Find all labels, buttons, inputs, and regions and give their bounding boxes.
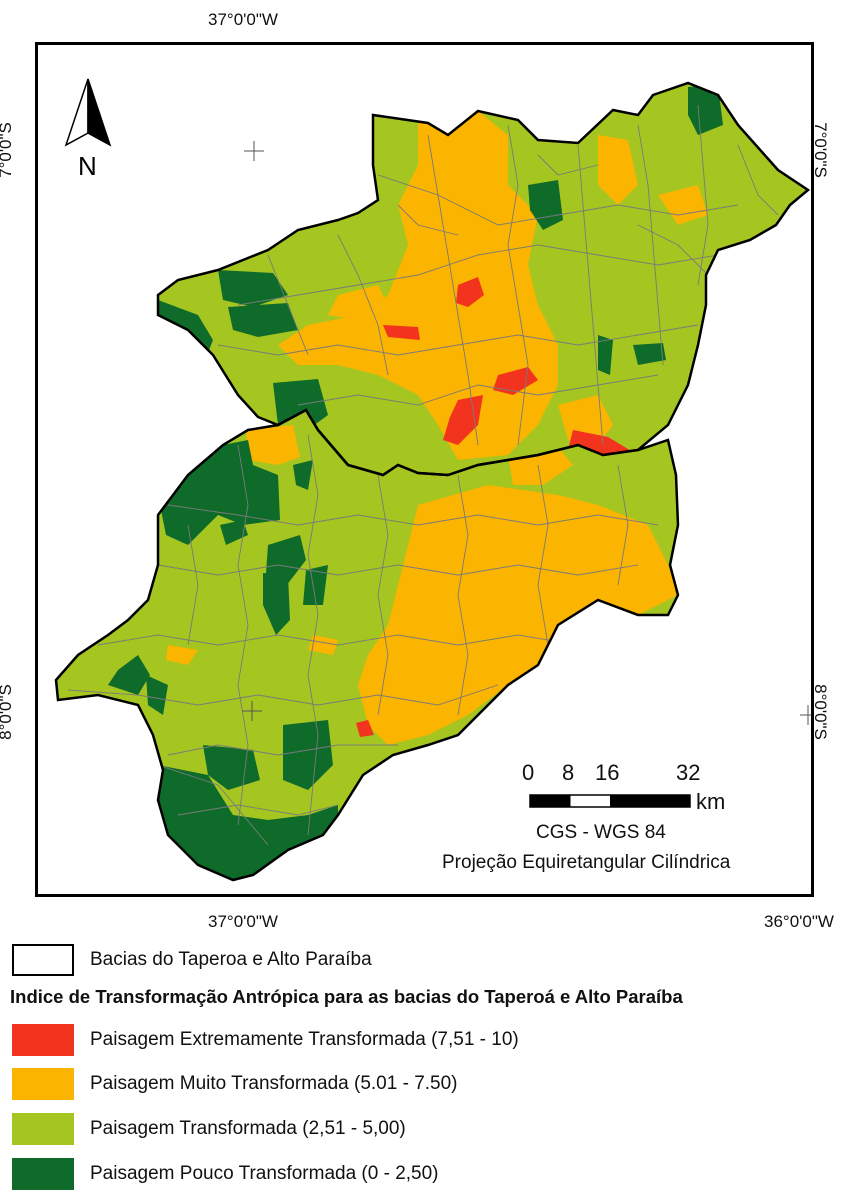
scale-tick-32: 32 xyxy=(676,760,701,785)
basin-map: N xyxy=(54,78,811,882)
legend-boundary-label: Bacias do Taperoa e Alto Paraíba xyxy=(90,949,372,970)
legend-item-label: Paisagem Pouco Transformada (0 - 2,50) xyxy=(90,1163,439,1184)
south-basin-boundary xyxy=(54,408,680,882)
scale-tick-0: 0 xyxy=(522,760,535,785)
legend-item-label: Paisagem Muito Transformada (5.01 - 7.50… xyxy=(90,1073,458,1094)
bottom-longitude-label-2: 36°0'0"W xyxy=(764,912,834,931)
legend-item-label: Paisagem Transformada (2,51 - 5,00) xyxy=(90,1118,406,1139)
datum-label: CGS - WGS 84 xyxy=(536,822,666,843)
legend-item-low: Paisagem Pouco Transformada (0 - 2,50) xyxy=(12,1158,439,1190)
map-frame: N xyxy=(35,42,814,897)
extreme-swatch xyxy=(12,1024,74,1056)
bottom-longitude-label-1: 37°0'0"W xyxy=(208,912,278,931)
scale-bar xyxy=(529,794,691,808)
north-arrow-icon xyxy=(64,78,112,147)
legend-title: Indice de Transformação Antrópica para a… xyxy=(10,986,683,1007)
graticule-crosses xyxy=(242,141,811,725)
scale-unit: km xyxy=(696,789,726,814)
legend-boundary-row: Bacias do Taperoa e Alto Paraíba xyxy=(12,944,372,976)
north-arrow-label: N xyxy=(78,151,97,181)
left-latitude-label-1: 7°0'0"S xyxy=(0,122,15,178)
projection-label: Projeção Equiretangular Cilíndrica xyxy=(442,852,731,873)
scale-tick-16: 16 xyxy=(595,760,620,785)
left-latitude-label-2: 8°0'0"S xyxy=(0,684,15,740)
legend-item-very: Paisagem Muito Transformada (5.01 - 7.50… xyxy=(12,1068,458,1100)
subbasin-lines xyxy=(67,104,779,846)
top-longitude-label: 37°0'0"W xyxy=(208,10,278,29)
legend-item-label: Paisagem Extremamente Transformada (7,51… xyxy=(90,1029,519,1050)
very-swatch xyxy=(12,1068,74,1100)
transformed-swatch xyxy=(12,1113,74,1145)
legend-item-extreme: Paisagem Extremamente Transformada (7,51… xyxy=(12,1024,519,1056)
low-swatch xyxy=(12,1158,74,1190)
boundary-swatch xyxy=(12,944,74,976)
legend-item-transformed: Paisagem Transformada (2,51 - 5,00) xyxy=(12,1113,406,1145)
scale-tick-8: 8 xyxy=(562,760,575,785)
